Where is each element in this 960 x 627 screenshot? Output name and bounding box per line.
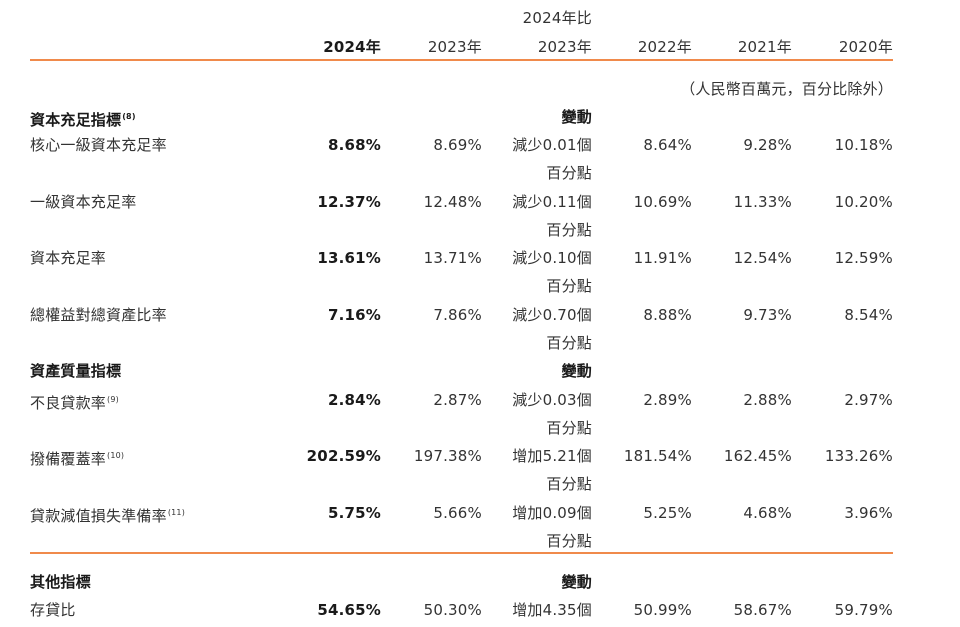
value-change-unit: 百分點 <box>546 475 592 493</box>
value-2021: 4.68% <box>743 504 792 522</box>
value-2020: 10.20% <box>834 193 893 211</box>
row-label: 核心一級資本充足率 <box>30 136 167 154</box>
header-col-2020: 2020年 <box>838 38 893 56</box>
value-2024: 2.84% <box>327 391 381 409</box>
value-2021: 11.33% <box>733 193 792 211</box>
unit-note: （人民幣百萬元，百分比除外） <box>680 80 893 98</box>
value-2020: 12.59% <box>834 249 893 267</box>
value-2023: 8.69% <box>433 136 482 154</box>
value-2024: 202.59% <box>306 447 381 465</box>
section-title-asset-quality: 資產質量指標 <box>30 362 122 380</box>
value-2023: 5.66% <box>433 504 482 522</box>
value-2021: 9.28% <box>743 136 792 154</box>
value-2022: 50.99% <box>633 601 692 619</box>
value-change-unit: 百分點 <box>546 164 592 182</box>
header-col-2022: 2022年 <box>637 38 692 56</box>
value-2022: 8.64% <box>643 136 692 154</box>
header-col-2024: 2024年 <box>323 38 381 56</box>
value-change: 增加4.35個 <box>512 601 592 619</box>
row-label: 不良貸款率(9) <box>30 394 119 412</box>
value-2022: 8.88% <box>643 306 692 324</box>
value-change: 減少0.01個 <box>512 136 592 154</box>
value-change-unit: 百分點 <box>546 277 592 295</box>
value-change: 增加0.09個 <box>512 504 592 522</box>
header-diff-line1: 2024年比 <box>522 9 592 27</box>
value-2024: 8.68% <box>327 136 381 154</box>
header-divider <box>30 59 893 61</box>
value-change: 增加5.21個 <box>512 447 592 465</box>
value-2022: 2.89% <box>643 391 692 409</box>
value-2021: 12.54% <box>733 249 792 267</box>
section-divider <box>30 552 893 554</box>
value-change-unit: 百分點 <box>546 419 592 437</box>
section-change-label: 變動 <box>561 573 592 591</box>
row-label: 資本充足率 <box>30 249 107 267</box>
row-label: 存貸比 <box>30 601 76 619</box>
row-label: 總權益對總資產比率 <box>30 306 167 324</box>
value-2020: 2.97% <box>844 391 893 409</box>
value-2020: 59.79% <box>834 601 893 619</box>
value-2024: 54.65% <box>317 601 381 619</box>
value-2021: 9.73% <box>743 306 792 324</box>
value-2022: 11.91% <box>633 249 692 267</box>
row-label: 撥備覆蓋率(10) <box>30 450 125 468</box>
value-change: 減少0.03個 <box>512 391 592 409</box>
value-2023: 2.87% <box>433 391 482 409</box>
section-title-other: 其他指標 <box>30 573 91 591</box>
value-2022: 10.69% <box>633 193 692 211</box>
value-2024: 5.75% <box>327 504 381 522</box>
value-2020: 8.54% <box>844 306 893 324</box>
value-change: 減少0.11個 <box>512 193 592 211</box>
value-2023: 50.30% <box>423 601 482 619</box>
value-2023: 7.86% <box>433 306 482 324</box>
value-change-unit: 百分點 <box>546 221 592 239</box>
value-2021: 162.45% <box>723 447 792 465</box>
value-2021: 2.88% <box>743 391 792 409</box>
value-2022: 181.54% <box>623 447 692 465</box>
value-2021: 58.67% <box>733 601 792 619</box>
header-col-2021: 2021年 <box>737 38 792 56</box>
row-label: 貸款減值損失準備率(11) <box>30 507 186 525</box>
value-change-unit: 百分點 <box>546 334 592 352</box>
value-2023: 13.71% <box>423 249 482 267</box>
header-col-2023: 2023年 <box>427 38 482 56</box>
header-col-diff: 2023年 <box>537 38 592 56</box>
section-title-capital: 資本充足指標(8) <box>30 111 136 129</box>
value-change: 減少0.70個 <box>512 306 592 324</box>
value-change-unit: 百分點 <box>546 532 592 550</box>
value-2022: 5.25% <box>643 504 692 522</box>
value-change: 減少0.10個 <box>512 249 592 267</box>
value-2023: 12.48% <box>423 193 482 211</box>
value-2020: 133.26% <box>824 447 893 465</box>
value-2020: 3.96% <box>844 504 893 522</box>
value-2024: 7.16% <box>327 306 381 324</box>
row-label: 一級資本充足率 <box>30 193 137 211</box>
value-2023: 197.38% <box>413 447 482 465</box>
section-change-label: 變動 <box>561 362 592 380</box>
value-2020: 10.18% <box>834 136 893 154</box>
value-2024: 13.61% <box>317 249 381 267</box>
value-2024: 12.37% <box>317 193 381 211</box>
section-change-label: 變動 <box>561 108 592 126</box>
